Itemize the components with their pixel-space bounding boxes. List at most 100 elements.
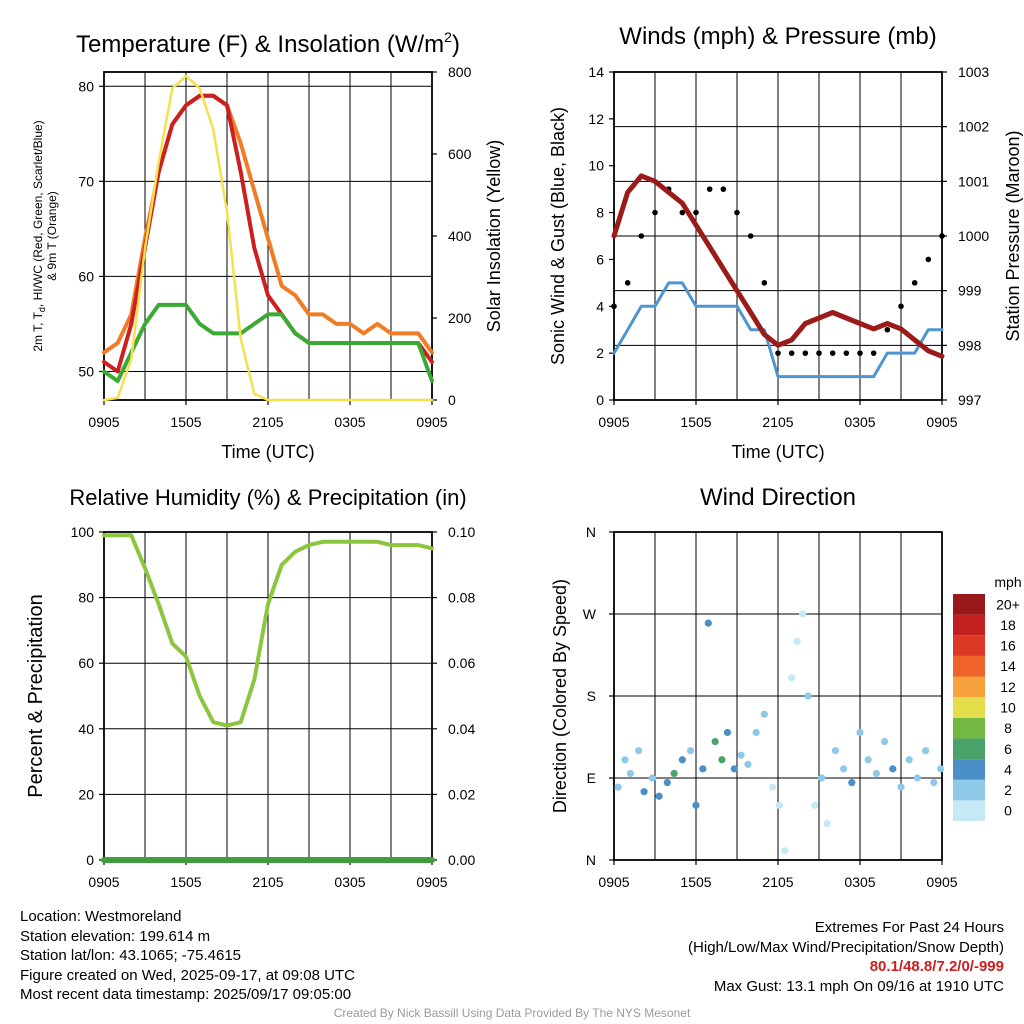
- humidity-ytick-label: 40: [78, 721, 94, 737]
- wind-direction-ytick-label: W: [583, 606, 597, 622]
- temperature-ytick-label: 60: [78, 268, 94, 284]
- winds-xtick-label: 0305: [844, 414, 875, 430]
- wind-direction-point: [872, 769, 881, 778]
- gust-point: [747, 233, 754, 239]
- gust-point: [775, 350, 781, 356]
- humidity-xtick-label: 0905: [416, 874, 447, 890]
- humidity-ytick-label: 0: [86, 852, 94, 868]
- temperature-xtick-label: 0905: [416, 414, 447, 430]
- insolation-ytick-right-label: 800: [448, 64, 472, 80]
- wind-direction-point: [864, 756, 872, 764]
- temperature-xtick-label: 2105: [252, 414, 283, 430]
- wind-direction-point: [811, 801, 819, 809]
- winds-xtick-label: 2105: [762, 414, 793, 430]
- gust-point: [925, 256, 932, 263]
- wind-direction-point: [737, 751, 745, 759]
- gust-point: [829, 350, 836, 356]
- wind-direction-xtick-label: 0305: [844, 874, 875, 890]
- wind-direction-point: [655, 792, 663, 800]
- wind-direction-ylabel: Direction (Colored By Speed): [550, 579, 570, 813]
- winds-xtick-label: 0905: [598, 414, 629, 430]
- wind-direction-xtick-label: 0905: [598, 874, 629, 890]
- colorbar-swatch: [953, 614, 985, 636]
- colorbar-label: 20+: [996, 596, 1020, 612]
- winds-title: Winds (mph) & Pressure (mb): [619, 23, 936, 50]
- winds-xtick-label: 0905: [926, 414, 957, 430]
- recent-data-timestamp: Most recent data timestamp: 2025/09/17 0…: [20, 986, 352, 1004]
- gust-point: [884, 326, 891, 333]
- wind-direction-point: [889, 765, 897, 773]
- pressure-ytick-right-label: 999: [958, 283, 982, 299]
- wind-direction-xtick-label: 0905: [926, 874, 957, 890]
- temperature-ylabel-a: 2m T, T: [31, 311, 45, 351]
- colorbar-label: 14: [1000, 658, 1016, 674]
- wind-direction-point: [635, 747, 643, 755]
- colorbar-label: 4: [1004, 761, 1012, 777]
- wind-direction-point: [799, 610, 807, 618]
- insolation-ytick-right-label: 200: [448, 310, 472, 326]
- gust-point: [816, 350, 822, 356]
- wind-direction-point: [621, 756, 629, 764]
- wind-direction-point: [788, 674, 796, 682]
- winds-ytick-label: 6: [596, 251, 604, 267]
- gust-point: [802, 350, 809, 356]
- humidity-xtick-label: 2105: [252, 874, 283, 890]
- temperature-xtick-label: 1505: [170, 414, 201, 430]
- humidity-ytick-label: 80: [78, 590, 94, 606]
- winds-ytick-label: 10: [588, 158, 604, 174]
- colorbar-swatch: [953, 697, 985, 718]
- winds-ytick-label: 0: [596, 392, 604, 408]
- wind-direction-point: [781, 847, 789, 855]
- temperature-xtick-label: 0305: [334, 414, 365, 430]
- temperature-title: Temperature (F) & Insolation (W/m2): [76, 29, 460, 58]
- gust-point: [788, 350, 795, 356]
- colorbar-label: 16: [1000, 638, 1016, 654]
- winds-ytick-label: 2: [596, 345, 604, 361]
- wind-direction-point: [752, 728, 760, 737]
- colorbar-label: 10: [1000, 700, 1016, 716]
- gust-point: [652, 209, 658, 216]
- colorbar-label: 12: [1000, 679, 1016, 695]
- wind-direction-point: [856, 728, 864, 737]
- humidity-line: [102, 533, 434, 728]
- pressure-ylabel: Station Pressure (Maroon): [1003, 130, 1023, 341]
- temperature-title-sup: 2: [444, 29, 452, 45]
- humidity-ylabel: Percent & Precipitation: [25, 594, 47, 797]
- gust-point: [857, 350, 863, 356]
- extremes-legend: (High/Low/Max Wind/Precipitation/Snow De…: [688, 938, 1004, 956]
- colorbar-label: 2: [1004, 782, 1012, 798]
- gust-point: [939, 233, 945, 239]
- wind-speed-line: [612, 281, 944, 379]
- winds-ytick-label: 8: [596, 205, 604, 221]
- wind-direction-xtick-label: 1505: [680, 874, 711, 890]
- wind-direction-point: [905, 756, 913, 764]
- colorbar-title: mph: [994, 574, 1021, 590]
- wind-direction-point: [840, 765, 848, 773]
- humidity-panel: Relative Humidity (%) & Precipitation (i…: [25, 485, 475, 890]
- wind-direction-point: [730, 765, 738, 773]
- figure-created: Figure created on Wed, 2025-09-17, at 09…: [20, 966, 355, 984]
- wind-direction-point: [678, 756, 686, 764]
- colorbar-label: 6: [1004, 741, 1012, 757]
- gust-point: [693, 209, 699, 216]
- wind-direction-point: [711, 737, 719, 746]
- temperature-series-line: [102, 74, 434, 402]
- wind-direction-point: [831, 747, 840, 755]
- wind-direction-title: Wind Direction: [700, 484, 856, 511]
- wind-direction-point: [793, 637, 801, 645]
- gust-point: [611, 303, 617, 310]
- station-info: Location: Westmoreland Station elevation…: [20, 907, 355, 1005]
- precip-ytick-right-label: 0.08: [448, 590, 475, 606]
- colorbar-swatch: [953, 635, 985, 656]
- colorbar-swatch: [953, 655, 985, 677]
- wind-direction-point: [913, 774, 922, 782]
- colorbar-swatch: [953, 800, 985, 821]
- gust-point: [911, 280, 918, 286]
- gust-point: [638, 233, 645, 239]
- wind-direction-ytick-label: E: [587, 770, 596, 786]
- temperature-ytick-label: 70: [78, 173, 94, 189]
- insolation-ytick-right-label: 400: [448, 228, 472, 244]
- wind-direction-ytick-label: N: [586, 852, 596, 868]
- colorbar-label: 18: [1000, 617, 1016, 633]
